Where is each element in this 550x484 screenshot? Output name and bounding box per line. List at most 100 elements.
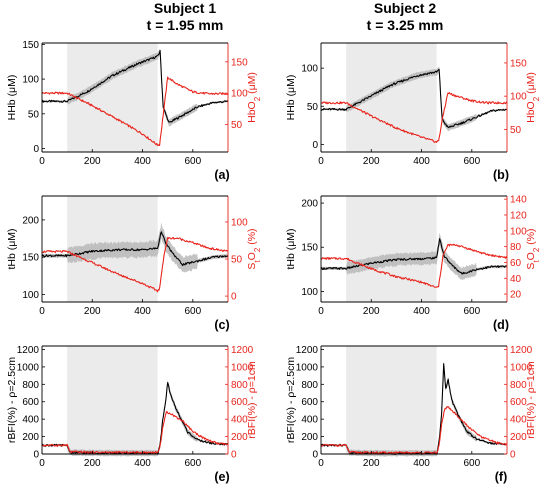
right-tick-label: 0 — [510, 450, 516, 461]
left-tick-label: 100 — [301, 287, 318, 298]
x-tick-label: 0 — [318, 156, 324, 167]
right-tick-label: 100 — [231, 217, 248, 228]
right-tick-label: 50 — [231, 255, 243, 266]
right-tick-label: 600 — [510, 397, 527, 408]
occlusion-shade — [67, 346, 158, 454]
red-series-line — [41, 237, 229, 293]
left-tick-label: 800 — [301, 380, 318, 391]
right-axis-label: HbO2 (μM) — [525, 72, 541, 123]
right-axis-label: rBFI(%) - ρ=1cm — [246, 361, 258, 439]
left-tick-label: 1000 — [17, 362, 40, 373]
right-tick-label: 150 — [510, 58, 527, 69]
x-tick-label: 400 — [134, 156, 151, 167]
right-axis-label: rBFI(%) - ρ=1cm — [525, 361, 537, 439]
red-series-line — [321, 243, 508, 288]
right-tick-label: 100 — [510, 92, 527, 103]
panel-label: (a) — [214, 168, 229, 182]
right-tick-label: 0 — [231, 292, 237, 303]
panel-a: 0 200 400 600 0 50 100 150 50 100 150 HHb (μM) HbO2 … — [6, 40, 262, 182]
right-axis-label: HbO2 (μM) — [246, 72, 262, 123]
left-tick-label: 150 — [22, 40, 39, 51]
x-tick-label: 600 — [463, 156, 480, 167]
right-tick-label: 100 — [231, 89, 248, 100]
left-tick-label: 400 — [22, 415, 39, 426]
panel-b: 0 200 400 600 0 50 100 50 100 150 HHb (μM) HbO2 (μM… — [285, 42, 541, 182]
right-tick-label: 800 — [231, 380, 248, 391]
right-tick-label: 50 — [231, 120, 243, 131]
panel-e: 0 200 400 600 0 200 400 600 800 1000 1200 0 200 400 60… — [6, 345, 258, 484]
right-tick-label: 40 — [510, 274, 522, 285]
subject-1-label: Subject 1 — [153, 0, 217, 16]
subject-2-label: Subject 2 — [373, 0, 437, 16]
red-series-line — [320, 92, 508, 143]
subject-1-thickness: t = 1.95 mm — [146, 17, 224, 33]
left-tick-label: 100 — [22, 290, 39, 301]
right-tick-label: 100 — [510, 226, 527, 237]
left-tick-label: 600 — [22, 397, 39, 408]
panel-f: 0 200 400 600 0 200 400 600 800 1000 1200 0 200 400 60… — [285, 345, 537, 484]
right-axis-label: StO2 (%) — [525, 228, 541, 269]
left-tick-label: 150 — [22, 253, 39, 264]
column-1-title: Subject 1 t = 1.95 mm — [85, 0, 285, 34]
x-tick-label: 0 — [39, 458, 45, 469]
occlusion-shade — [346, 43, 437, 152]
x-tick-label: 0 — [39, 306, 45, 317]
panel-label: (f) — [495, 470, 508, 484]
right-tick-label: 800 — [510, 380, 527, 391]
column-2-title: Subject 2 t = 3.25 mm — [305, 0, 505, 34]
left-tick-label: 200 — [301, 199, 318, 210]
x-tick-label: 400 — [134, 458, 151, 469]
right-tick-label: 50 — [510, 125, 522, 136]
left-tick-label: 200 — [301, 432, 318, 443]
panel-label: (d) — [493, 318, 509, 332]
variability-band — [321, 232, 507, 280]
x-tick-label: 200 — [84, 306, 101, 317]
left-axis-label: tHb (μM) — [6, 228, 18, 269]
left-tick-label: 50 — [307, 102, 319, 113]
right-tick-label: 150 — [231, 57, 248, 68]
left-tick-label: 50 — [28, 109, 40, 120]
right-tick-label: 1000 — [231, 362, 254, 373]
x-tick-label: 600 — [184, 156, 201, 167]
panel-d: 0 200 400 600 100 150 200 20 40 60 80 100 120 140 tHb … — [285, 195, 541, 332]
black-series-line — [41, 49, 229, 123]
right-tick-label: 200 — [510, 432, 527, 443]
left-tick-label: 100 — [301, 64, 318, 75]
red-series-line — [41, 411, 229, 454]
right-tick-label: 0 — [231, 450, 237, 461]
x-tick-label: 0 — [318, 458, 324, 469]
black-series-line — [320, 238, 508, 275]
right-axis-label: StO2 (%) — [246, 228, 262, 269]
right-tick-label: 200 — [231, 432, 248, 443]
variability-band — [42, 48, 228, 127]
right-tick-label: 400 — [510, 415, 527, 426]
black-series-line — [41, 382, 229, 455]
left-tick-label: 0 — [312, 450, 318, 461]
x-tick-label: 600 — [184, 458, 201, 469]
right-tick-label: 120 — [510, 210, 527, 221]
left-axis-label: rBFI(%) - ρ=2.5cm — [285, 357, 297, 443]
occlusion-shade — [346, 196, 437, 302]
panel-label: (b) — [493, 168, 509, 182]
left-tick-label: 150 — [301, 243, 318, 254]
left-tick-label: 1200 — [17, 345, 40, 356]
left-axis-label: HHb (μM) — [6, 75, 18, 121]
x-tick-label: 200 — [363, 458, 380, 469]
right-tick-label: 1200 — [510, 345, 533, 356]
left-axis-label: rBFI(%) - ρ=2.5cm — [6, 357, 18, 443]
x-tick-label: 600 — [463, 306, 480, 317]
left-tick-label: 200 — [22, 215, 39, 226]
x-tick-label: 200 — [84, 156, 101, 167]
right-tick-label: 400 — [231, 415, 248, 426]
panel-label: (c) — [214, 318, 229, 332]
left-tick-label: 1200 — [296, 345, 319, 356]
left-axis-label: tHb (μM) — [285, 228, 297, 269]
left-tick-label: 600 — [301, 397, 318, 408]
x-tick-label: 400 — [413, 156, 430, 167]
left-tick-label: 800 — [22, 380, 39, 391]
x-tick-label: 400 — [413, 458, 430, 469]
left-tick-label: 0 — [33, 144, 39, 155]
right-tick-label: 140 — [510, 195, 527, 206]
left-tick-label: 0 — [312, 140, 318, 151]
x-tick-label: 0 — [318, 306, 324, 317]
